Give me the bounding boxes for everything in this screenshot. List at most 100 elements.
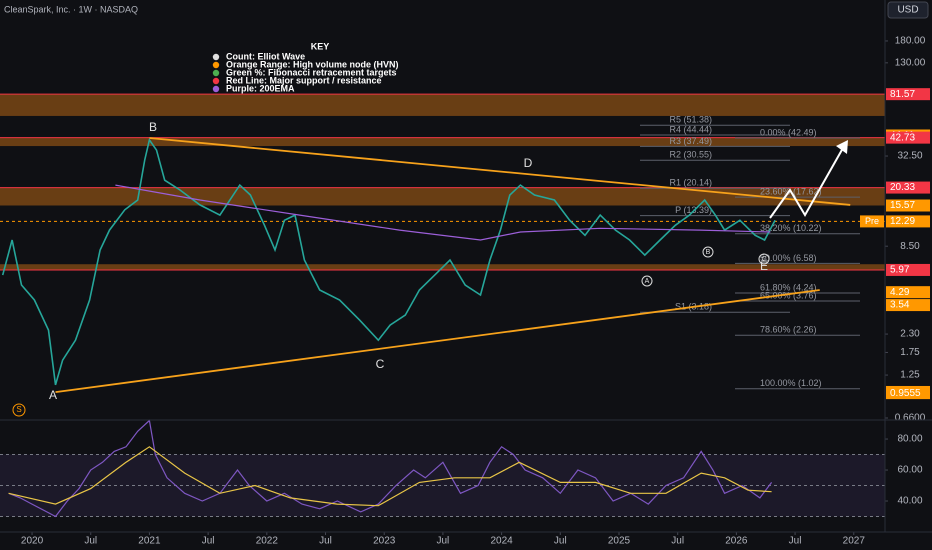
hvn-zone	[0, 137, 885, 147]
wave-label: B	[149, 120, 157, 134]
wave-label: A	[49, 388, 57, 402]
annotation-label: R1 (20.14)	[669, 178, 712, 188]
wave-label: C	[376, 357, 385, 371]
price-tag-label: 42.73	[890, 132, 915, 143]
y-tick-label: 0.6600	[895, 413, 926, 424]
key-dot	[212, 85, 220, 93]
currency-button[interactable]	[887, 1, 929, 19]
x-tick-label: Jul	[554, 536, 567, 547]
price-tag	[886, 88, 930, 101]
y-tick-label: 180.00	[895, 36, 926, 47]
annotation-label: 65.00% (3.76)	[760, 290, 817, 300]
wave-circle	[758, 253, 770, 265]
pre-tag-label: Pre	[865, 216, 879, 226]
x-tick-label: Jul	[202, 536, 215, 547]
price-tag-label: 3.54	[890, 300, 910, 311]
key-item: Red Line: Major support / resistance	[226, 75, 382, 85]
hvn-zone	[0, 187, 885, 206]
price-line	[8, 446, 772, 507]
projection-arrowhead	[836, 140, 848, 154]
wave-label: A	[645, 278, 650, 285]
x-tick-label: 2021	[138, 536, 161, 547]
annotation-label: R5 (51.38)	[669, 115, 712, 125]
annotation-label: 100.00% (1.02)	[760, 378, 822, 388]
wave-circle	[702, 246, 714, 258]
price-tag-label: 0.9555	[890, 388, 921, 399]
price-line	[8, 419, 773, 518]
annotation-label: R2 (30.55)	[669, 150, 712, 160]
key-item: Count: Elliot Wave	[226, 51, 305, 61]
projection-path	[769, 147, 844, 219]
key-dot	[212, 61, 220, 69]
key-item: Orange Range: High volume node (HVN)	[226, 59, 399, 69]
price-tag	[886, 286, 930, 299]
x-tick-label: 2020	[21, 536, 44, 547]
trendline	[149, 137, 851, 206]
key-title: KEY	[311, 41, 330, 51]
event-icon[interactable]	[12, 403, 26, 417]
price-line	[1, 137, 776, 386]
x-tick-label: Jul	[437, 536, 450, 547]
annotation-label: 78.60% (2.26)	[760, 325, 817, 335]
x-tick-label: 2025	[608, 536, 631, 547]
price-tag	[886, 215, 930, 228]
price-tag	[886, 263, 930, 276]
hvn-zone	[0, 94, 885, 116]
x-tick-label: Jul	[789, 536, 802, 547]
wave-circle	[641, 275, 653, 287]
price-line	[115, 184, 771, 241]
annotation-label: 38.20% (10.22)	[760, 223, 822, 233]
price-tag	[886, 199, 930, 212]
key-item: Green %: Fibonacci retracement targets	[226, 67, 397, 77]
trendline	[55, 289, 820, 394]
y-tick-label: 130.00	[895, 57, 926, 68]
price-tag-label: 81.57	[890, 89, 915, 100]
y-tick-label: 80.00	[897, 434, 922, 445]
annotation-label: 50.00% (6.58)	[760, 253, 817, 263]
annotation-label: 61.80% (4.24)	[760, 282, 817, 292]
key-item: Purple: 200EMA	[226, 83, 295, 93]
rsi-band	[0, 454, 885, 517]
symbol-title: CleanSpark, Inc. · 1W · NASDAQ	[4, 4, 138, 14]
y-tick-label: 8.50	[900, 241, 920, 252]
price-tag	[886, 387, 930, 400]
x-tick-label: Jul	[319, 536, 332, 547]
annotation-label: 0.00% (42.49)	[760, 127, 817, 137]
x-tick-label: 2027	[843, 536, 866, 547]
price-tag-label: 20.33	[890, 182, 915, 193]
x-tick-label: 2024	[490, 536, 513, 547]
key-dot	[212, 77, 220, 85]
x-tick-label: 2022	[256, 536, 279, 547]
x-tick-label: 2026	[725, 536, 748, 547]
pre-tag	[860, 215, 884, 228]
key-dot	[212, 69, 220, 77]
y-tick-label: 32.50	[897, 151, 922, 162]
event-icon-label[interactable]: S	[16, 405, 21, 414]
annotation-label: R4 (44.44)	[669, 124, 712, 134]
wave-label: B	[706, 249, 711, 256]
key-dot	[212, 53, 220, 61]
y-tick-label: 1.25	[900, 370, 920, 381]
x-tick-label: Jul	[671, 536, 684, 547]
wave-label: E	[760, 259, 768, 273]
x-tick-label: Jul	[84, 536, 97, 547]
y-tick-label: 1.75	[900, 347, 920, 358]
wave-label: D	[524, 156, 533, 170]
price-tag-label: 5.97	[890, 265, 910, 276]
x-tick-label: 2023	[373, 536, 396, 547]
price-tag-label: 15.57	[890, 200, 915, 211]
y-tick-label: 60.00	[897, 465, 922, 476]
annotation-label: R3 (37.49)	[669, 136, 712, 146]
price-tag-label: 4.29	[890, 287, 910, 298]
price-tag	[886, 131, 930, 144]
currency-button-label[interactable]: USD	[897, 5, 918, 16]
wave-label: C	[761, 256, 766, 263]
y-tick-label: 2.30	[900, 329, 920, 340]
price-tag	[886, 181, 930, 194]
y-tick-label: 40.00	[897, 496, 922, 507]
price-tag	[886, 299, 930, 312]
price-tag-label: 12.29	[890, 216, 915, 227]
